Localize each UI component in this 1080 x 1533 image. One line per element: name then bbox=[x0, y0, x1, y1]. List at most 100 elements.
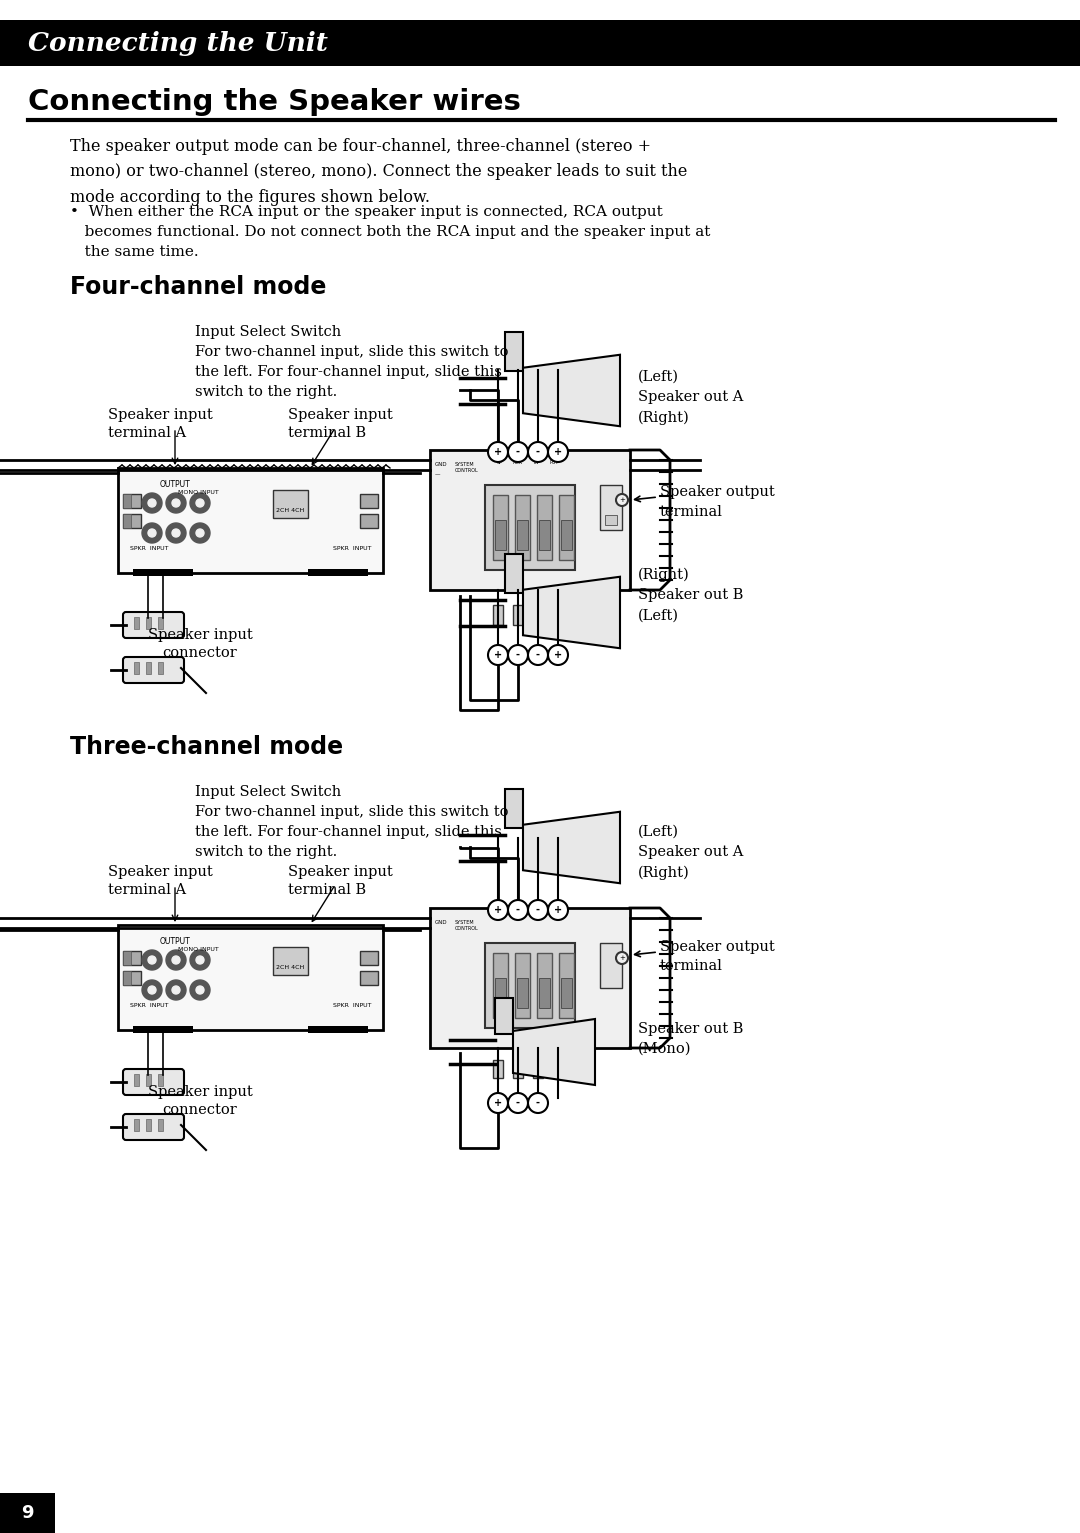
Bar bbox=[539, 520, 550, 550]
Bar bbox=[553, 1059, 563, 1078]
Bar bbox=[158, 662, 163, 675]
Bar bbox=[485, 943, 575, 1029]
Circle shape bbox=[528, 442, 548, 461]
Text: +: + bbox=[494, 448, 502, 457]
Text: Speaker output
terminal: Speaker output terminal bbox=[660, 940, 774, 973]
Bar bbox=[430, 908, 630, 1049]
Bar bbox=[158, 616, 163, 629]
Bar bbox=[158, 1119, 163, 1131]
Circle shape bbox=[190, 523, 210, 543]
Text: MONO INPUT: MONO INPUT bbox=[177, 491, 218, 495]
Bar bbox=[505, 553, 523, 593]
Circle shape bbox=[148, 500, 156, 507]
Bar bbox=[600, 943, 622, 987]
Bar bbox=[492, 1059, 503, 1078]
Bar bbox=[146, 616, 151, 629]
Circle shape bbox=[190, 950, 210, 970]
Text: PUT: PUT bbox=[550, 460, 558, 464]
Text: Input Select Switch
For two-channel input, slide this switch to
the left. For fo: Input Select Switch For two-channel inpu… bbox=[195, 325, 509, 399]
Polygon shape bbox=[523, 576, 620, 648]
Bar bbox=[0, 20, 1080, 66]
Bar bbox=[430, 451, 630, 590]
Circle shape bbox=[141, 494, 162, 514]
Text: +: + bbox=[554, 650, 562, 661]
Text: Speaker input
terminal B: Speaker input terminal B bbox=[288, 408, 393, 440]
Bar bbox=[505, 789, 523, 828]
Bar bbox=[534, 606, 543, 625]
Bar bbox=[553, 606, 563, 625]
Bar bbox=[158, 1075, 163, 1085]
Bar bbox=[537, 495, 552, 560]
Text: -: - bbox=[516, 650, 519, 661]
Text: OUTPUT: OUTPUT bbox=[160, 937, 190, 946]
Circle shape bbox=[166, 523, 186, 543]
Text: (Right)
Speaker out B
(Left): (Right) Speaker out B (Left) bbox=[638, 569, 743, 622]
Circle shape bbox=[616, 952, 627, 964]
Bar bbox=[123, 950, 141, 964]
Text: AKR: AKR bbox=[513, 460, 523, 464]
Text: Speaker out B
(Mono): Speaker out B (Mono) bbox=[638, 1023, 743, 1056]
Bar bbox=[517, 520, 528, 550]
Text: SPKR  INPUT: SPKR INPUT bbox=[130, 1003, 168, 1009]
Bar bbox=[308, 569, 368, 576]
Circle shape bbox=[528, 645, 548, 665]
Text: IN: IN bbox=[534, 460, 539, 464]
Bar bbox=[600, 484, 622, 530]
Bar bbox=[492, 495, 508, 560]
Bar bbox=[559, 954, 573, 1018]
Circle shape bbox=[488, 645, 508, 665]
Circle shape bbox=[528, 1093, 548, 1113]
Bar bbox=[515, 495, 530, 560]
Polygon shape bbox=[513, 1019, 595, 1085]
Bar bbox=[495, 520, 507, 550]
Bar bbox=[134, 1119, 139, 1131]
Bar bbox=[123, 494, 141, 507]
Bar bbox=[133, 1026, 193, 1033]
Bar bbox=[308, 1026, 368, 1033]
Bar bbox=[146, 1119, 151, 1131]
Circle shape bbox=[148, 986, 156, 993]
Text: +: + bbox=[554, 448, 562, 457]
Bar bbox=[0, 1493, 55, 1533]
Circle shape bbox=[508, 442, 528, 461]
Circle shape bbox=[508, 900, 528, 920]
Bar bbox=[360, 514, 378, 527]
Text: SP: SP bbox=[497, 460, 503, 464]
Bar bbox=[559, 495, 573, 560]
Bar bbox=[123, 950, 131, 964]
Bar bbox=[123, 970, 131, 986]
Circle shape bbox=[141, 523, 162, 543]
Bar bbox=[123, 970, 141, 986]
Circle shape bbox=[508, 1093, 528, 1113]
Bar bbox=[513, 606, 523, 625]
Text: +: + bbox=[619, 497, 625, 503]
Text: MONO INPUT: MONO INPUT bbox=[177, 947, 218, 952]
Text: -: - bbox=[536, 650, 540, 661]
Text: -: - bbox=[536, 1098, 540, 1108]
Text: Speaker input
connector: Speaker input connector bbox=[148, 1085, 253, 1118]
Circle shape bbox=[148, 957, 156, 964]
Circle shape bbox=[166, 950, 186, 970]
Text: 9: 9 bbox=[21, 1504, 33, 1522]
Circle shape bbox=[141, 980, 162, 1000]
Bar bbox=[561, 978, 572, 1009]
Circle shape bbox=[548, 442, 568, 461]
Circle shape bbox=[195, 957, 204, 964]
Bar bbox=[495, 978, 507, 1009]
Bar bbox=[360, 950, 378, 964]
Text: OUTPUT: OUTPUT bbox=[160, 480, 190, 489]
Polygon shape bbox=[523, 354, 620, 426]
Text: —: — bbox=[435, 472, 441, 477]
Circle shape bbox=[508, 645, 528, 665]
Text: -: - bbox=[516, 448, 519, 457]
Text: GND: GND bbox=[435, 920, 447, 924]
Circle shape bbox=[190, 980, 210, 1000]
Text: Three-channel mode: Three-channel mode bbox=[70, 734, 343, 759]
Text: +: + bbox=[494, 1098, 502, 1108]
Bar bbox=[146, 662, 151, 675]
Bar bbox=[561, 520, 572, 550]
Bar bbox=[273, 491, 308, 518]
Bar bbox=[118, 468, 383, 573]
Text: +: + bbox=[494, 904, 502, 915]
Circle shape bbox=[190, 494, 210, 514]
